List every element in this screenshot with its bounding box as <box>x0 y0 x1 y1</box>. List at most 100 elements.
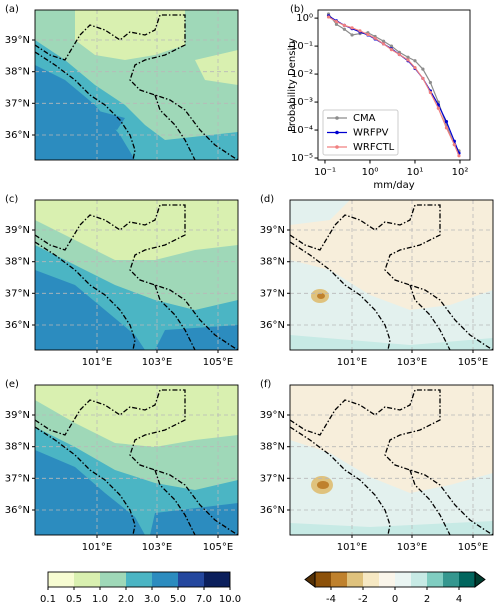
point <box>350 26 354 30</box>
point <box>397 52 401 57</box>
point <box>452 143 456 147</box>
colorbar-label: 0.1 <box>40 594 56 605</box>
point <box>428 80 432 85</box>
legend-box <box>322 109 399 156</box>
colorbar-label: 0 <box>392 594 398 605</box>
lon-label: 101°E <box>82 357 112 368</box>
lon-label: 101°E <box>337 357 367 368</box>
lon-label: 105°E <box>458 357 488 368</box>
lat-label: 38°N <box>260 257 285 268</box>
colorbar-box <box>178 572 204 587</box>
point <box>421 76 425 81</box>
x-tick-label: 10⁻¹ <box>314 167 336 178</box>
colorbar-extend <box>474 571 486 588</box>
x-tick-label: 10² <box>452 167 469 178</box>
panel-label: (c) <box>5 194 18 205</box>
point <box>444 120 449 124</box>
point <box>342 23 346 27</box>
colorbar-box <box>459 572 476 587</box>
colorbar-label: 1.0 <box>92 594 108 605</box>
lon-label: 103°E <box>142 357 172 368</box>
lat-label: 37°N <box>5 98 30 109</box>
x-tick-label: 10⁰ <box>362 167 379 178</box>
point <box>342 27 346 31</box>
point <box>334 20 339 24</box>
point <box>421 67 425 71</box>
lat-label: 37°N <box>260 473 285 484</box>
map-frame <box>289 384 494 536</box>
colorbar-label: 7.0 <box>196 594 212 605</box>
point <box>413 66 417 70</box>
legend-marker <box>335 130 339 135</box>
colorbar-label: 0.5 <box>66 594 82 605</box>
point <box>350 33 354 37</box>
lat-label: 36°N <box>260 320 285 331</box>
legend-marker <box>335 116 339 120</box>
point <box>457 154 461 158</box>
colorbar-label: 4 <box>456 594 462 605</box>
y-tick-label: 10⁻⁵ <box>291 153 313 164</box>
colorbar-box <box>363 572 380 587</box>
lat-label: 39°N <box>260 225 285 236</box>
point <box>397 50 401 54</box>
point <box>413 59 417 63</box>
map-frame <box>34 9 239 161</box>
colorbar-box <box>427 572 444 587</box>
colorbar-box <box>347 572 364 587</box>
lon-label: 101°E <box>337 542 367 553</box>
map-d: (d) 39°N 38°N 37°N 36°N 101°E 103°E 105°E <box>260 194 494 368</box>
panel-label: (b) <box>290 4 304 15</box>
colorbar-box <box>204 572 230 587</box>
point <box>358 29 362 33</box>
colorbar-label: 5.0 <box>170 594 186 605</box>
map-frame <box>289 199 494 351</box>
lat-label: 36°N <box>5 505 30 516</box>
point <box>381 42 386 46</box>
panel-label: (e) <box>5 379 19 390</box>
lat-label: 39°N <box>5 35 30 46</box>
colorbar-box <box>48 572 74 587</box>
lat-label: 36°N <box>260 505 285 516</box>
colorbar-label: 2 <box>424 594 430 605</box>
lat-label: 39°N <box>260 410 285 421</box>
colorbar-label: 2.0 <box>118 594 134 605</box>
lon-label: 103°E <box>397 357 427 368</box>
point <box>381 39 386 43</box>
legend-label: CMA <box>353 113 376 124</box>
point <box>389 44 394 48</box>
legend-label: WRFCTL <box>353 142 395 153</box>
panel-label: (f) <box>260 379 271 390</box>
lon-label: 103°E <box>397 542 427 553</box>
lon-label: 101°E <box>82 542 112 553</box>
lon-label: 103°E <box>142 542 172 553</box>
y-tick-label: 10⁻⁴ <box>291 125 313 136</box>
lat-label: 37°N <box>5 288 30 299</box>
colorbar-label: -4 <box>326 594 336 605</box>
colorbar-box <box>152 572 178 587</box>
lat-label: 37°N <box>260 288 285 299</box>
map-e: (e) 39°N 38°N 37°N 36°N 101°E 103°E 105°E <box>5 379 239 553</box>
y-tick-label: 10⁻¹ <box>291 41 313 52</box>
point <box>406 55 410 59</box>
x-tick-label: 10¹ <box>407 167 424 178</box>
legend-label: WRFPV <box>353 128 389 139</box>
y-tick-label: 10⁻² <box>291 69 313 80</box>
lat-label: 36°N <box>5 130 30 141</box>
colorbar-box <box>315 572 332 587</box>
lat-label: 39°N <box>5 410 30 421</box>
x-axis-label: mm/day <box>373 180 414 191</box>
colorbar-box <box>443 572 460 587</box>
lat-label: 39°N <box>5 225 30 236</box>
lat-label: 38°N <box>5 442 30 453</box>
point <box>406 58 410 62</box>
colorbar-label: -2 <box>358 594 368 605</box>
colorbar-box <box>126 572 152 587</box>
colorbar-label: 10.0 <box>219 594 241 605</box>
point <box>366 32 370 37</box>
lat-label: 36°N <box>5 320 30 331</box>
point <box>436 106 440 110</box>
lon-label: 105°E <box>203 357 233 368</box>
lon-label: 105°E <box>203 542 233 553</box>
lon-label: 105°E <box>458 542 488 553</box>
